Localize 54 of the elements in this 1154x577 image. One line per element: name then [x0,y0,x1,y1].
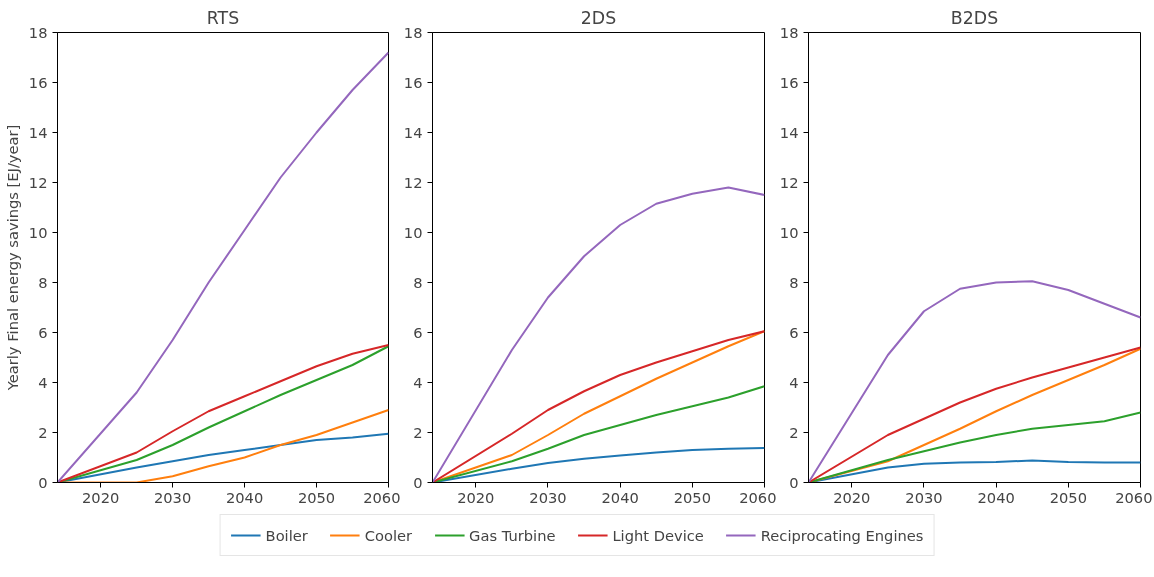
y-tick-label: 8 [413,273,423,291]
y-tick-label: 10 [403,223,423,241]
y-tick-label: 4 [38,373,48,391]
y-tick-label: 18 [28,23,48,41]
x-tick-label: 2040 [601,488,639,506]
y-tick-label: 8 [38,273,48,291]
y-tick-label: 6 [38,323,48,341]
x-tick-label: 2030 [905,488,943,506]
y-tick-label: 8 [789,273,799,291]
y-tick-label: 2 [413,423,423,441]
y-tick-label: 14 [779,123,799,141]
y-tick-label: 10 [28,223,48,241]
chart-title: RTS [206,7,240,28]
y-axis-title: Yearly Final energy savings [EJ/year] [3,124,21,392]
legend-label: Boiler [265,526,308,544]
y-tick-label: 4 [789,373,799,391]
y-tick-label: 0 [38,473,48,491]
y-tick-label: 6 [413,323,423,341]
y-tick-label: 2 [789,423,799,441]
y-tick-label: 14 [28,123,48,141]
x-tick-label: 2030 [153,488,192,506]
x-tick-label: 2050 [1049,488,1087,506]
x-tick-label: 2020 [833,488,871,506]
x-tick-label: 2030 [529,488,567,506]
x-tick-label: 2020 [82,488,120,506]
y-tick-label: 18 [403,23,423,41]
y-tick-label: 12 [779,173,799,191]
y-tick-label: 18 [779,23,799,41]
legend-label: Reciprocating Engines [760,526,924,544]
x-tick-label: 2060 [739,488,777,506]
y-tick-label: 10 [779,223,799,241]
x-tick-label: 2060 [363,488,401,506]
x-tick-label: 2040 [225,488,264,506]
chart-title: B2DS [950,7,999,28]
y-tick-label: 6 [789,323,799,341]
y-tick-label: 14 [403,123,423,141]
legend-label: Light Device [612,526,704,544]
y-tick-label: 16 [779,73,799,91]
x-tick-label: 2050 [297,488,336,506]
y-tick-label: 16 [28,73,48,91]
legend-label: Cooler [364,526,413,544]
y-tick-label: 12 [403,173,423,191]
legend-label: Gas Turbine [469,526,556,544]
y-tick-label: 2 [38,423,48,441]
y-tick-label: 0 [789,473,799,491]
x-tick-label: 2050 [673,488,711,506]
y-tick-label: 0 [413,473,423,491]
y-tick-label: 16 [403,73,423,91]
y-tick-label: 12 [28,173,48,191]
x-tick-label: 2040 [977,488,1015,506]
x-tick-label: 2060 [1115,488,1153,506]
chart-title: 2DS [580,7,617,28]
x-tick-label: 2020 [457,488,495,506]
y-tick-label: 4 [413,373,423,391]
